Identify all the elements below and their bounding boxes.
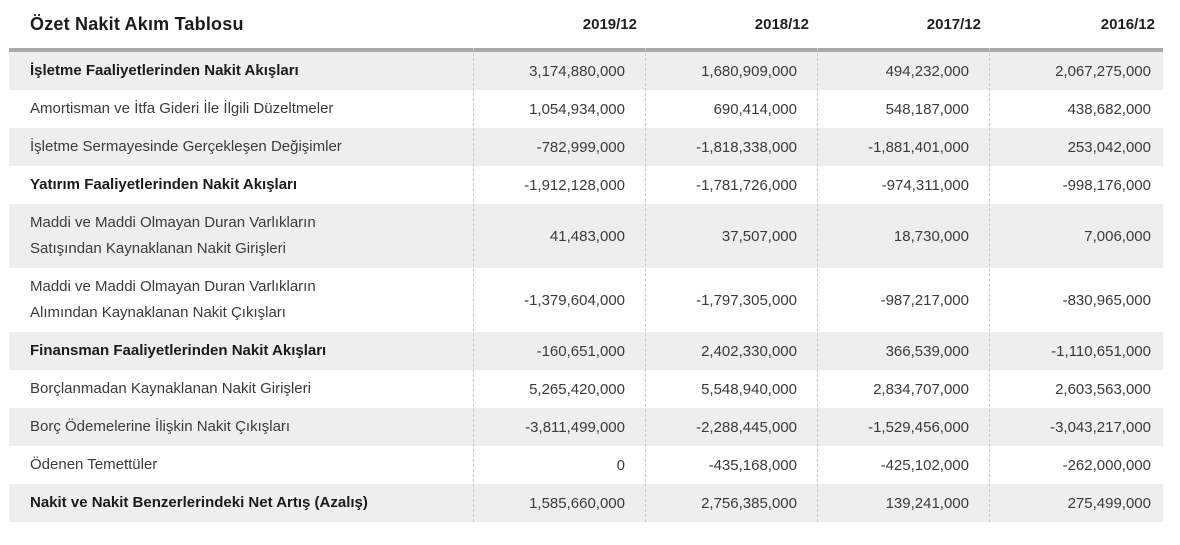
cell-value: -998,176,000 [1062,176,1151,194]
cell-value: -974,311,000 [881,176,969,194]
table-row: Maddi ve Maddi Olmayan Duran Varlıkların… [9,204,1163,268]
cell-value: -160,651,000 [536,342,625,360]
cell-value: -2,288,445,000 [696,418,797,436]
cell-value: -1,881,401,000 [868,138,969,156]
cell-value: -1,797,305,000 [696,291,797,309]
cell-value: 2,067,275,000 [1055,62,1151,80]
row-label: Nakit ve Nakit Benzerlerindeki Net Artış… [30,494,368,511]
row-label: İşletme Sermayesinde Gerçekleşen Değişim… [30,138,342,155]
table-row: İşletme Faaliyetlerinden Nakit Akışları 3… [9,52,1163,90]
cell-value: -830,965,000 [1062,291,1151,309]
table-row: Nakit ve Nakit Benzerlerindeki Net Artış… [9,484,1163,522]
page-title: Özet Nakit Akım Tablosu [30,13,244,34]
cell-value: 1,054,934,000 [529,100,625,118]
column-header-2018-12: 2018/12 [754,15,809,33]
table-row: Borç Ödemelerine İlişkin Nakit Çıkışları… [9,408,1163,446]
cell-value: 1,585,660,000 [529,494,625,512]
row-label: Borç Ödemelerine İlişkin Nakit Çıkışları [30,418,291,435]
cell-value: 37,507,000 [721,227,797,245]
row-label: Amortisman ve İtfa Gideri İle İlgili Düz… [30,100,334,117]
row-label: Yatırım Faaliyetlerinden Nakit Akışları [30,176,298,193]
table-row: Ödenen Temettüler 0 -435,168,000 -425,102,0… [9,446,1163,484]
cell-value: -1,379,604,000 [524,291,625,309]
cell-value: 2,756,385,000 [701,494,797,512]
table-row: Borçlanmadan Kaynaklanan Nakit Girişleri… [9,370,1163,408]
table-row: Amortisman ve İtfa Gideri İle İlgili Düz… [9,90,1163,128]
cell-value: -262,000,000 [1062,456,1151,474]
cell-value: 1,680,909,000 [701,62,797,80]
cell-value: 139,241,000 [885,494,969,512]
header-divider-bar [9,48,1163,52]
table-row: Yatırım Faaliyetlerinden Nakit Akışları -… [9,166,1163,204]
table-header-row: Özet Nakit Akım Tablosu 2019/12 2018/12 … [9,0,1163,48]
column-header-2019-12: 2019/12 [582,15,637,33]
column-header-2016-12: 2016/12 [1100,15,1155,33]
table-row: Finansman Faaliyetlerinden Nakit Akışlar… [9,332,1163,370]
cell-value: 366,539,000 [885,342,969,360]
cell-value: -3,811,499,000 [525,418,625,436]
column-header-2017-12: 2017/12 [926,15,981,33]
cell-value: -435,168,000 [708,456,797,474]
cell-value: 3,174,880,000 [529,62,625,80]
cell-value: 690,414,000 [713,100,797,118]
cell-value: 0 [616,456,625,474]
cell-value: -1,912,128,000 [524,176,625,194]
cell-value: 7,006,000 [1084,227,1151,245]
row-label: Maddi ve Maddi Olmayan Duran Varlıkların… [30,278,316,321]
table-row: İşletme Sermayesinde Gerçekleşen Değişim… [9,128,1163,166]
cell-value: 2,834,707,000 [873,380,969,398]
row-label: Maddi ve Maddi Olmayan Duran Varlıkların… [30,214,316,257]
cell-value: -782,999,000 [536,138,625,156]
cell-value: -1,781,726,000 [696,176,797,194]
cell-value: 2,603,563,000 [1055,380,1151,398]
cell-value: 41,483,000 [549,227,625,245]
cell-value: -1,529,456,000 [868,418,969,436]
cell-value: 18,730,000 [893,227,969,245]
table-row: Maddi ve Maddi Olmayan Duran Varlıkların… [9,268,1163,332]
row-label: İşletme Faaliyetlerinden Nakit Akışları [30,62,299,79]
cash-flow-summary-table: Özet Nakit Akım Tablosu 2019/12 2018/12 … [9,0,1163,522]
cell-value: 253,042,000 [1067,138,1151,156]
row-label: Ödenen Temettüler [30,456,158,473]
cell-value: 2,402,330,000 [701,342,797,360]
cell-value: 548,187,000 [885,100,969,118]
cell-value: 275,499,000 [1067,494,1151,512]
table-body: İşletme Faaliyetlerinden Nakit Akışları 3… [9,52,1163,522]
cell-value: 494,232,000 [885,62,969,80]
row-label: Borçlanmadan Kaynaklanan Nakit Girişleri [30,380,311,397]
cell-value: -1,110,651,000 [1051,342,1151,360]
cell-value: -3,043,217,000 [1050,418,1151,436]
cell-value: 5,548,940,000 [701,380,797,398]
cell-value: -1,818,338,000 [696,138,797,156]
cell-value: -987,217,000 [880,291,969,309]
cell-value: 5,265,420,000 [529,380,625,398]
row-label: Finansman Faaliyetlerinden Nakit Akışlar… [30,342,327,359]
cell-value: -425,102,000 [880,456,969,474]
cell-value: 438,682,000 [1067,100,1151,118]
